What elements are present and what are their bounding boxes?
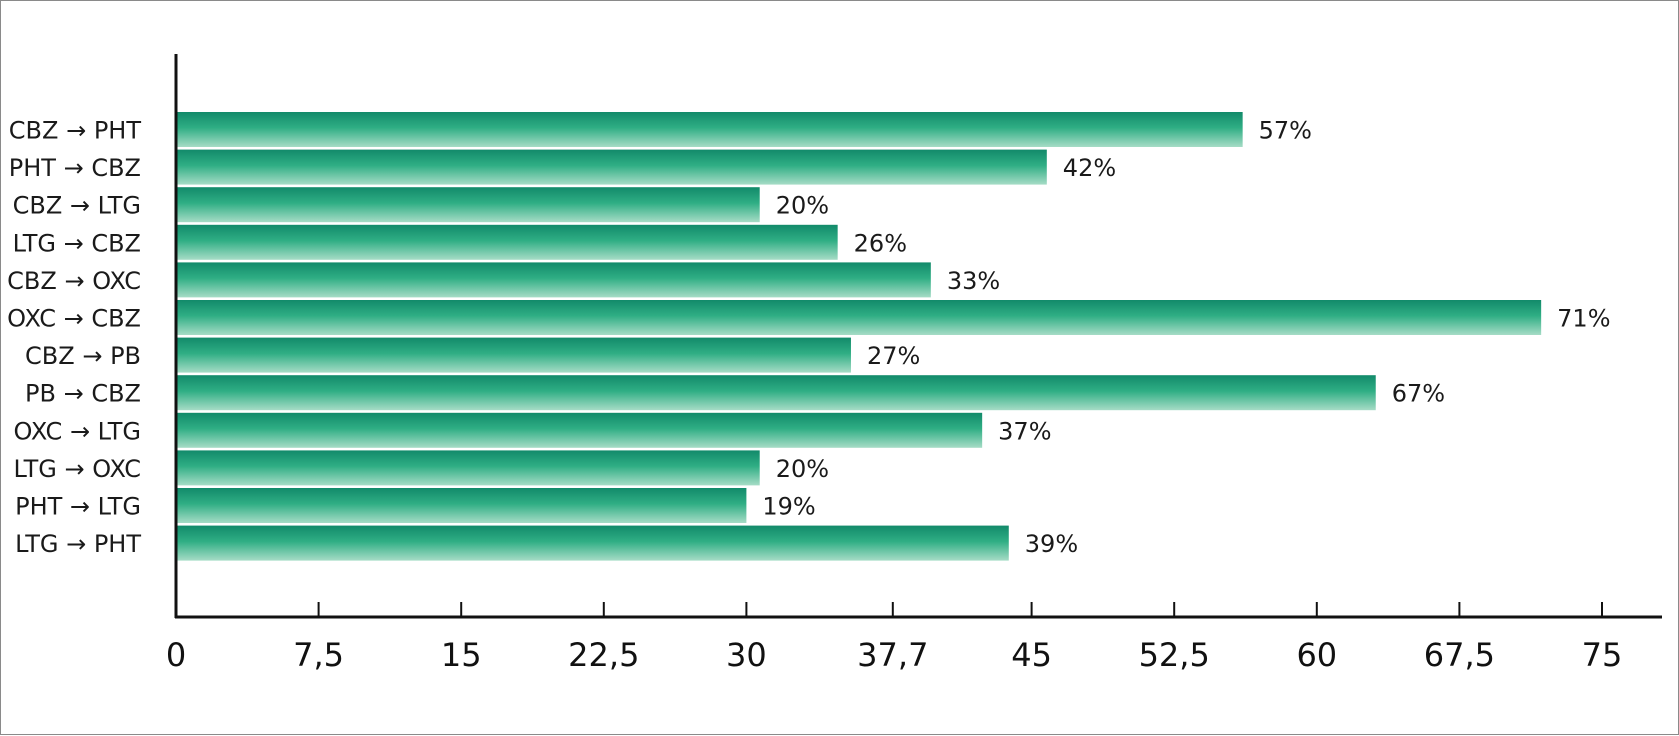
data-label: 20% xyxy=(776,455,829,483)
bar xyxy=(176,262,931,298)
data-label: 19% xyxy=(762,493,815,521)
bar xyxy=(176,300,1542,335)
data-label: 33% xyxy=(947,267,1000,295)
category-label: CBZ → PHT xyxy=(9,117,142,145)
x-tick-label: 0 xyxy=(166,636,186,674)
category-label: LTG → CBZ xyxy=(13,229,141,257)
category-label: CBZ → OXC xyxy=(7,267,141,295)
category-label: LTG → OXC xyxy=(14,455,142,483)
labels: CBZ → PHT 57% PHT → CBZ 42% CBZ → LTG 20% LTG … xyxy=(7,117,1622,675)
x-tick-label: 30 xyxy=(726,636,767,674)
bar xyxy=(176,149,1047,185)
data-label: 42% xyxy=(1063,154,1116,182)
data-label: 57% xyxy=(1259,117,1312,145)
bars xyxy=(176,112,1542,561)
x-tick-label: 67,5 xyxy=(1424,636,1495,674)
x-tick-label: 22,5 xyxy=(568,636,639,674)
bar xyxy=(176,187,760,223)
x-tick-label: 37,7 xyxy=(857,636,928,674)
category-label: PHT → LTG xyxy=(15,493,141,521)
x-tick-label: 15 xyxy=(441,636,482,674)
x-tick-label: 60 xyxy=(1296,636,1337,674)
category-label: CBZ → LTG xyxy=(13,192,141,220)
data-label: 37% xyxy=(998,417,1051,445)
data-label: 39% xyxy=(1025,530,1078,558)
category-label: OXC → CBZ xyxy=(7,305,141,333)
bar xyxy=(176,450,760,486)
category-label: PHT → CBZ xyxy=(9,154,141,182)
axes xyxy=(174,54,1662,619)
category-label: PB → CBZ xyxy=(25,380,141,408)
x-tick-label: 52,5 xyxy=(1139,636,1210,674)
bar xyxy=(176,224,838,260)
bar xyxy=(176,525,1009,561)
bar xyxy=(176,375,1376,411)
bar xyxy=(176,337,851,373)
category-label: CBZ → PB xyxy=(25,342,141,370)
data-label: 26% xyxy=(854,229,907,257)
bar xyxy=(176,112,1243,147)
x-tick-label: 45 xyxy=(1011,636,1052,674)
bar xyxy=(176,412,983,448)
bar xyxy=(176,488,747,523)
category-label: OXC → LTG xyxy=(14,417,142,445)
data-label: 27% xyxy=(867,342,920,370)
data-label: 20% xyxy=(776,192,829,220)
data-label: 71% xyxy=(1557,305,1610,333)
x-tick-label: 75 xyxy=(1582,636,1623,674)
category-label: LTG → PHT xyxy=(15,530,141,558)
data-label: 67% xyxy=(1392,380,1445,408)
x-tick-label: 7,5 xyxy=(293,636,344,674)
